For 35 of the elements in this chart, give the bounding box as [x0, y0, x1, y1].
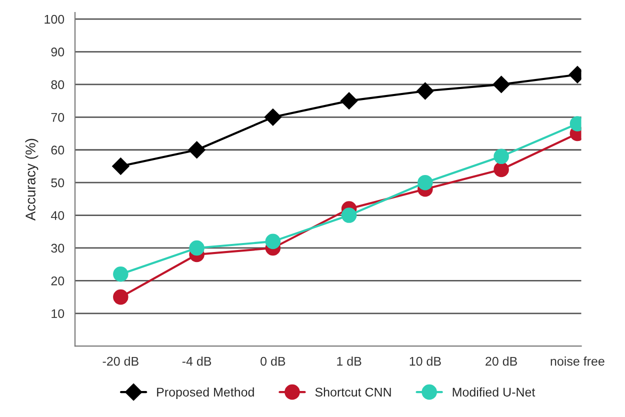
y-axis-title: Accuracy (%)	[25, 138, 38, 221]
point	[340, 92, 358, 110]
y-tick-label: 60	[51, 146, 64, 155]
point	[265, 234, 281, 250]
y-tick-label: 30	[51, 244, 64, 253]
point	[189, 240, 204, 256]
point	[416, 82, 434, 100]
y-tick-label: 10	[52, 309, 64, 318]
point	[188, 141, 206, 158]
x-tick-label: noise free	[550, 356, 604, 366]
point	[494, 148, 509, 164]
point	[112, 158, 130, 175]
y-tick-label: 80	[51, 80, 64, 90]
legend-label: Proposed Method	[157, 387, 254, 400]
x-tick-label: -20 dB	[102, 356, 138, 366]
legend-label: Shortcut CNN	[315, 387, 391, 397]
y-tick-label: 90	[51, 48, 64, 56]
x-tick-label: 1 dB	[337, 356, 362, 366]
x-tick-label: 20 dB	[486, 356, 517, 366]
y-tick-label: 100	[44, 14, 64, 24]
y-tick-label: 40	[50, 211, 64, 220]
x-tick-label: -4 dB	[182, 356, 212, 366]
x-tick-label: 10 dB	[410, 356, 441, 366]
y-tick-label: 70	[51, 112, 64, 122]
x-tick-label: 0 dB	[260, 356, 286, 366]
point	[492, 76, 510, 94]
point	[418, 174, 433, 190]
y-tick-label: 50	[51, 178, 64, 188]
point	[113, 266, 128, 282]
point	[494, 162, 509, 178]
y-tick-label: 20	[51, 276, 64, 286]
point	[341, 208, 357, 223]
point	[264, 108, 282, 126]
legend-label: Modified U-Net	[452, 387, 536, 397]
point	[113, 289, 128, 305]
